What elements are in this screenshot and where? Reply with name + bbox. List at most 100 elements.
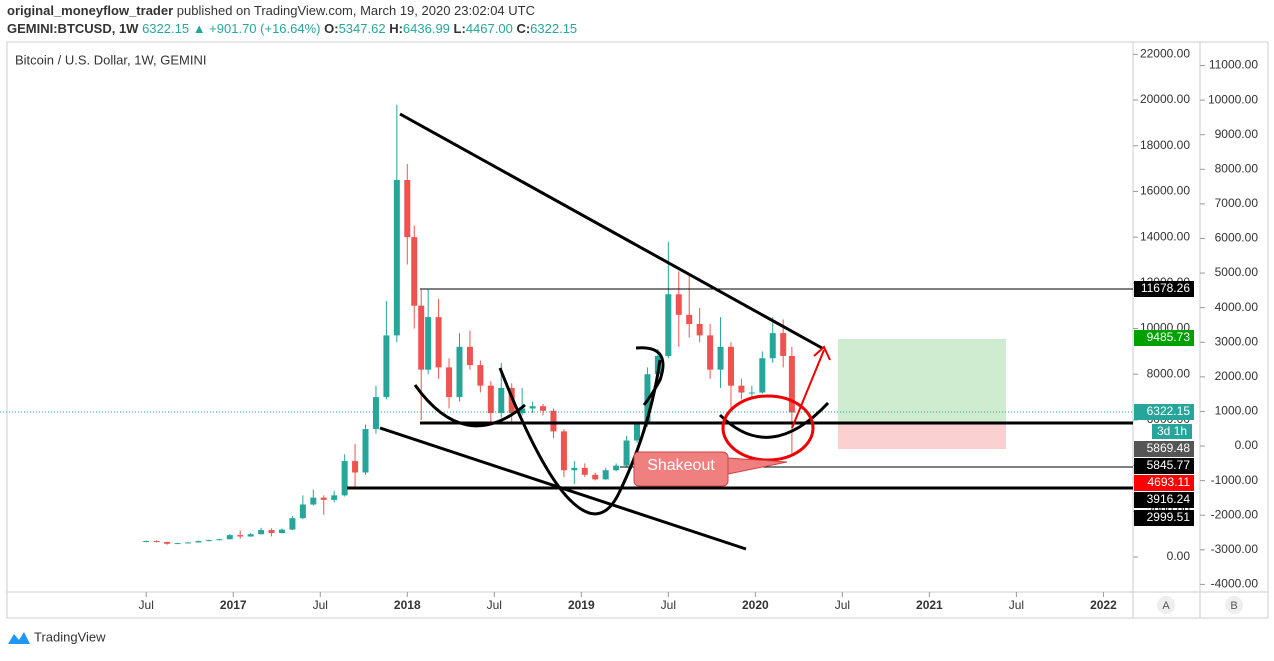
annotation: Shakeout <box>647 457 715 474</box>
x-tick-label: 2017 <box>220 598 247 612</box>
frame <box>6 41 1269 619</box>
c-value: 6322.15 <box>530 21 577 36</box>
candle-body <box>717 346 724 370</box>
candle-body <box>320 497 327 500</box>
x-tick-label: 2020 <box>742 598 769 612</box>
chart-title: Bitcoin / U.S. Dollar, 1W, GEMINI <box>15 52 206 67</box>
price-tag-bg <box>1134 475 1194 491</box>
price-tag-bg <box>1134 458 1194 474</box>
axis-button[interactable]: B <box>1230 600 1237 612</box>
candle-body <box>153 541 160 543</box>
candle-body <box>372 397 379 430</box>
candle-body <box>143 541 150 543</box>
symbol-line: GEMINI:BTCUSD, 1W 6322.15 ▲ +901.70 (+16… <box>7 21 577 36</box>
candle-body <box>592 474 599 480</box>
y2-tick-label: 3000.00 <box>1215 334 1259 348</box>
candle-body <box>456 346 463 398</box>
candle-body <box>195 541 202 543</box>
candle-body <box>550 410 557 432</box>
candle-body <box>216 539 223 541</box>
price-tag: 6322.15 <box>1147 404 1191 418</box>
candle-body <box>383 335 390 398</box>
candle-body <box>759 358 766 393</box>
candle-body <box>748 392 755 394</box>
y-tick-label: 20000.00 <box>1140 92 1190 106</box>
candle-body <box>393 180 400 336</box>
circle <box>721 394 815 462</box>
trendline <box>399 112 823 350</box>
y-tick-label: 18000.00 <box>1140 138 1190 152</box>
candle-body <box>237 535 244 537</box>
candle-body <box>540 406 547 411</box>
axis-button[interactable]: A <box>1162 600 1170 612</box>
y-tick-label: 0.00 <box>1167 549 1191 563</box>
candle-body <box>247 534 254 537</box>
candle-body <box>268 530 275 534</box>
plot <box>143 104 795 545</box>
author: original_moneyflow_trader <box>7 3 173 18</box>
y2-tick-label: 11000.00 <box>1209 58 1258 72</box>
price-tag-bg <box>1134 404 1194 420</box>
last: 6322.15 <box>142 21 189 36</box>
candle-body <box>477 365 484 386</box>
x-tick-label: Jul <box>835 598 850 612</box>
candle-body <box>435 317 442 368</box>
h-value: 6436.99 <box>403 21 450 36</box>
price-tag: 4693.11 <box>1148 475 1191 489</box>
drawings <box>0 112 1133 551</box>
price-tag-bg <box>1134 441 1194 457</box>
price-tag: 11678.26 <box>1141 281 1190 295</box>
x-tick-label: 2022 <box>1090 598 1117 612</box>
price-tag-bg <box>1134 510 1194 526</box>
candle-body <box>299 504 306 519</box>
h-label: H: <box>389 21 403 36</box>
x-tick-label: Jul <box>1009 598 1024 612</box>
button-bg <box>1225 596 1243 614</box>
candle-body <box>623 440 630 466</box>
candle-body <box>446 367 453 398</box>
candle-body <box>675 294 682 315</box>
y2-tick-label: 4000.00 <box>1215 300 1259 314</box>
price-tag: 3916.24 <box>1147 492 1191 506</box>
left-shoulder <box>413 384 526 428</box>
candle-body <box>571 467 578 471</box>
x-tick-label: 2021 <box>916 598 943 612</box>
y2-tick-label: 9000.00 <box>1215 127 1259 141</box>
candle-body <box>769 333 776 359</box>
y2-tick-label: 0.00 <box>1235 438 1259 452</box>
trendline <box>379 426 747 551</box>
y2-tick-label: -1000.00 <box>1211 473 1259 487</box>
candle-body <box>727 346 734 386</box>
x-tick-label: Jul <box>313 598 328 612</box>
y2-tick-label: -2000.00 <box>1211 507 1259 521</box>
candle-body <box>174 543 181 545</box>
candle-body <box>519 408 526 414</box>
x-tick-label: Jul <box>661 598 676 612</box>
candle-body <box>529 406 536 409</box>
o-value: 5347.62 <box>339 21 386 36</box>
price-tag: 2999.51 <box>1147 510 1191 524</box>
candle-body <box>411 237 418 306</box>
candle-body <box>560 431 567 471</box>
y-tick-label: 14000.00 <box>1140 229 1190 243</box>
price-tag: 5845.77 <box>1147 458 1191 472</box>
candle-body <box>226 535 233 540</box>
candle-body <box>788 355 795 413</box>
y2-tick-label: 6000.00 <box>1215 231 1259 245</box>
candle-body <box>686 314 693 324</box>
l-value: 4467.00 <box>466 21 513 36</box>
candle-body <box>362 429 369 473</box>
l-label: L: <box>454 21 466 36</box>
price-tag-bg <box>1134 492 1194 508</box>
y2-tick-label: -4000.00 <box>1211 577 1259 591</box>
x-tick-label: Jul <box>139 598 154 612</box>
candle-body <box>341 461 348 496</box>
candle-body <box>780 333 787 356</box>
loss-zone <box>838 423 1006 449</box>
y2-tick-label: -3000.00 <box>1211 542 1259 556</box>
candle-body <box>487 385 494 414</box>
candle-body <box>184 542 191 544</box>
candle-body <box>310 497 317 505</box>
countdown: 3d 1h <box>1157 424 1187 438</box>
